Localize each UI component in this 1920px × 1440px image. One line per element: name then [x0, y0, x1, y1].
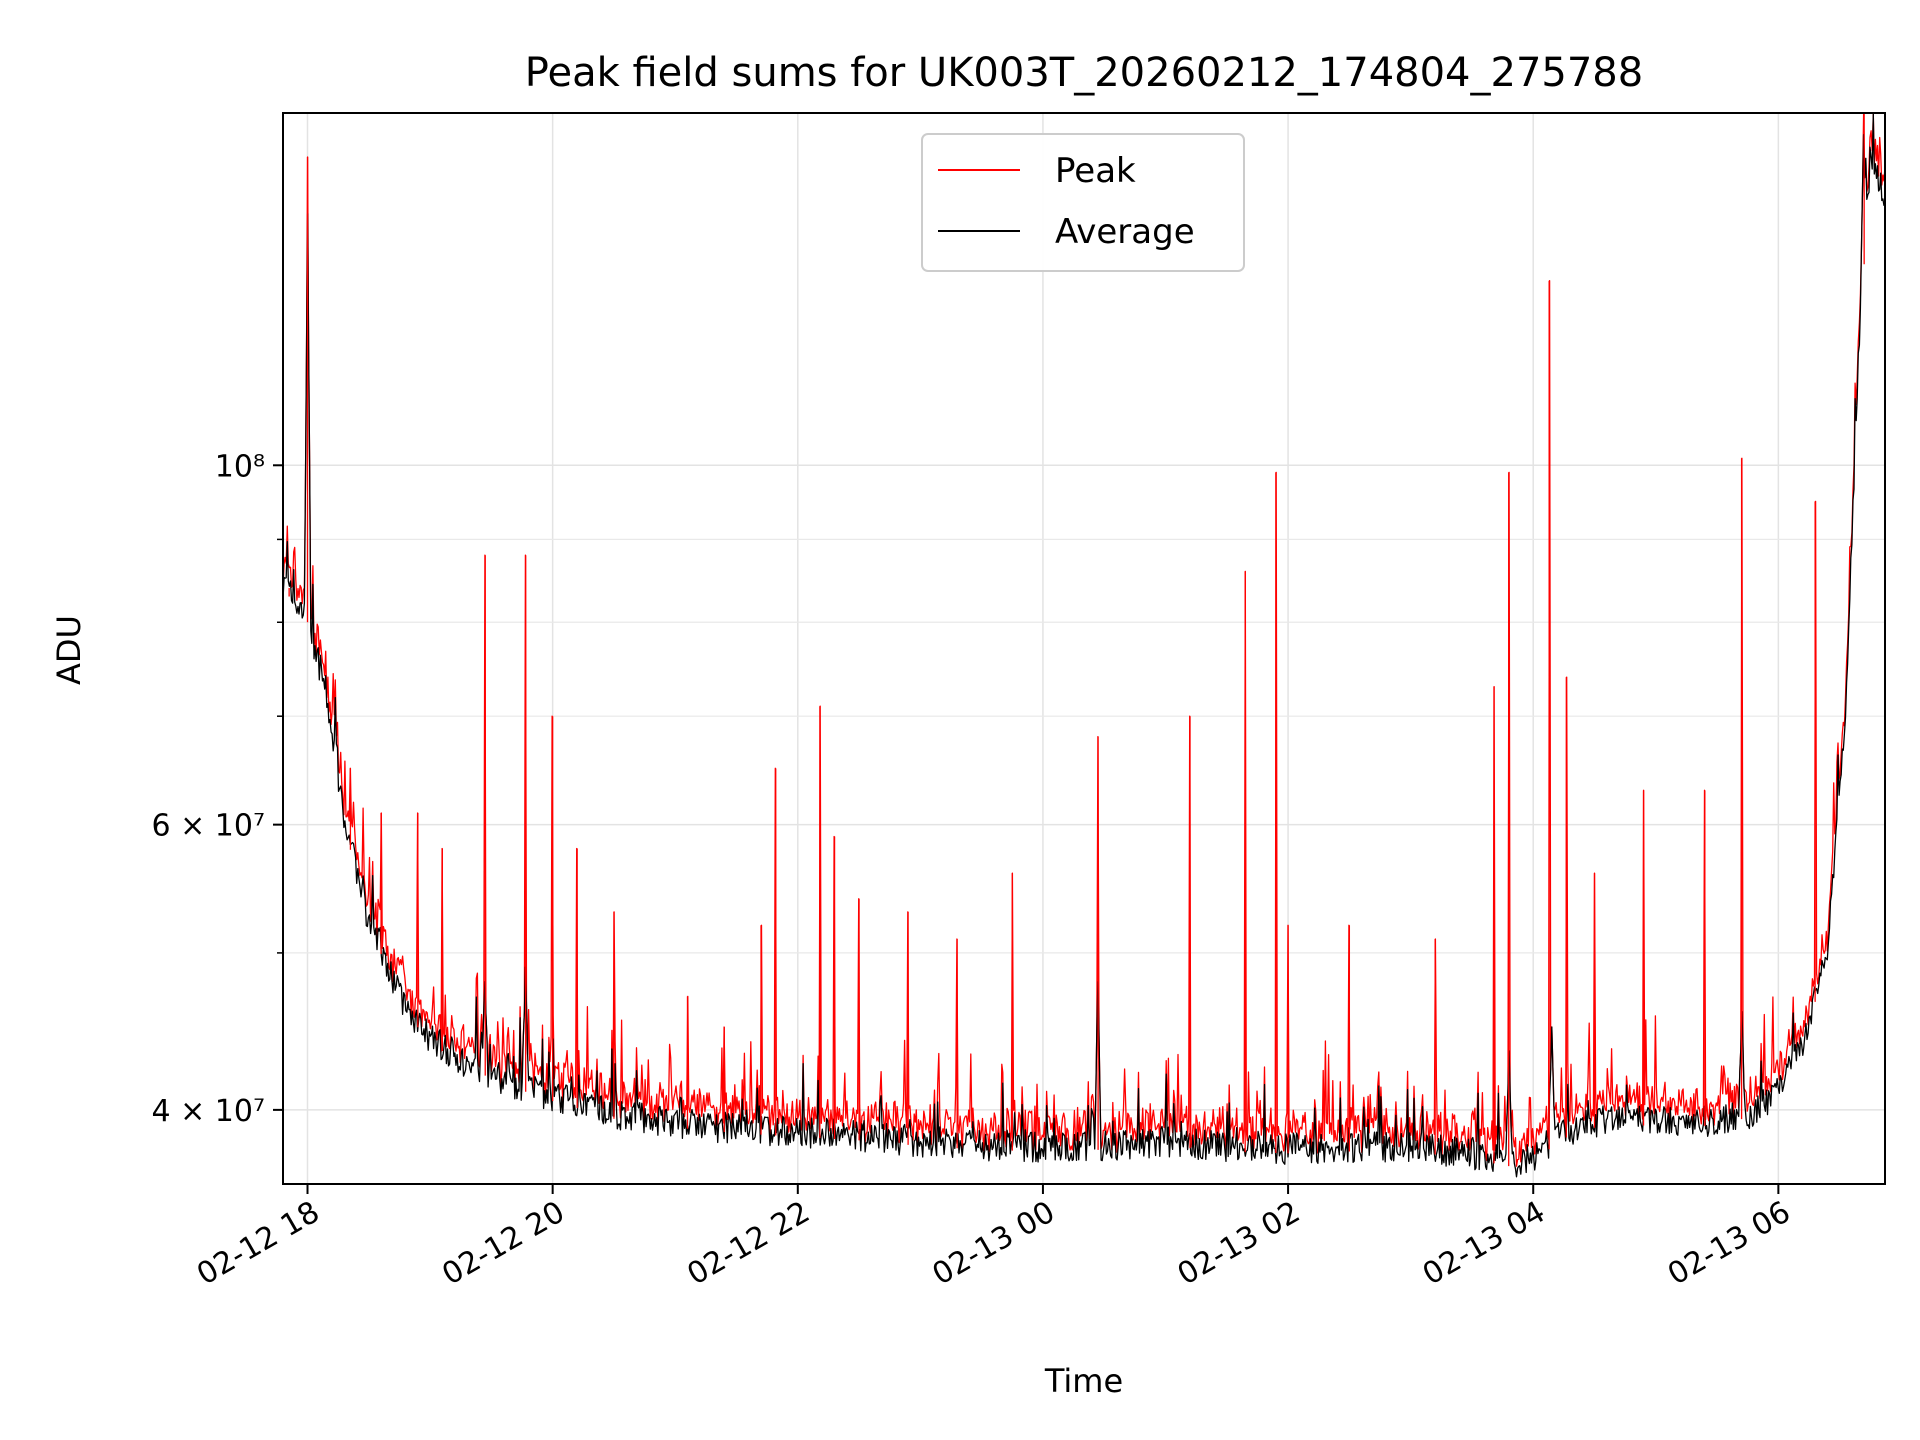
legend-peak-label: Peak [1055, 151, 1136, 191]
peak-series-line [282, 113, 1886, 1167]
legend-average-label: Average [1055, 212, 1195, 252]
plot-frame [282, 112, 1886, 1185]
x-axis-label: Time [1044, 1362, 1123, 1400]
y-axis-label: ADU [50, 615, 88, 685]
legend: Peak Average [921, 133, 1245, 272]
legend-box [921, 133, 1245, 272]
grid [283, 113, 1885, 1184]
series-layer [282, 113, 1886, 1178]
y-tick-label: 6 × 10⁷ [152, 809, 266, 844]
y-tick-label: 10⁸ [215, 449, 265, 484]
chart-title: Peak field sums for UK003T_20260212_1748… [525, 50, 1643, 96]
y-tick-label: 4 × 10⁷ [152, 1094, 266, 1129]
average-series-line [282, 113, 1886, 1178]
